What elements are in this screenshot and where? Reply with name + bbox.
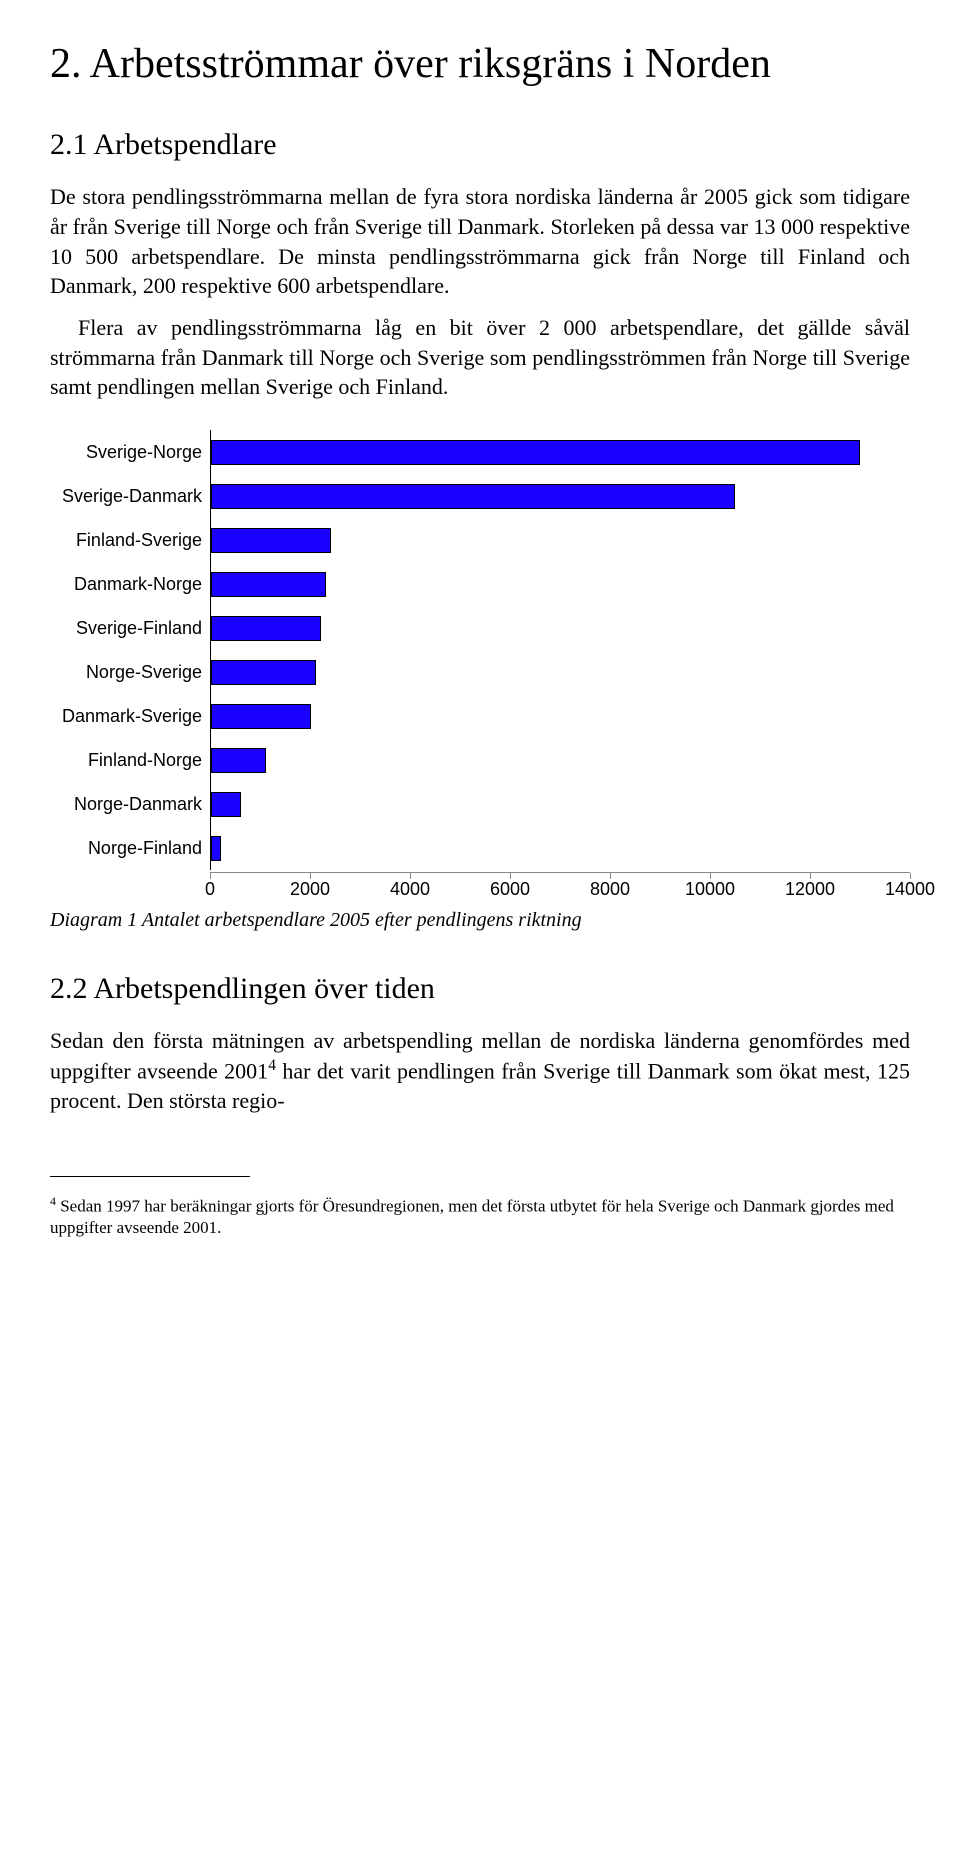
chart-category-label: Sverige-Norge	[50, 442, 210, 463]
chart-bar	[211, 748, 266, 773]
chart-tick-label: 12000	[785, 879, 835, 900]
page-heading: 2. Arbetsströmmar över riksgräns i Norde…	[50, 40, 910, 88]
chart-tick: 6000	[490, 873, 530, 900]
chart-track	[210, 430, 910, 474]
chart-category-label: Norge-Finland	[50, 838, 210, 859]
chart-row: Finland-Sverige	[50, 518, 910, 562]
chart-tick: 12000	[785, 873, 835, 900]
chart-track	[210, 562, 910, 606]
chart-row: Norge-Danmark	[50, 782, 910, 826]
chart-row: Danmark-Sverige	[50, 694, 910, 738]
chart-row: Norge-Finland	[50, 826, 910, 870]
chart-track	[210, 650, 910, 694]
chart-tick-label: 10000	[685, 879, 735, 900]
chart-track	[210, 606, 910, 650]
chart-bar	[211, 484, 735, 509]
chart-track	[210, 738, 910, 782]
chart-row: Sverige-Danmark	[50, 474, 910, 518]
chart-row: Finland-Norge	[50, 738, 910, 782]
footnote-text: Sedan 1997 har beräkningar gjorts för Ör…	[50, 1196, 894, 1237]
chart-bar	[211, 704, 311, 729]
chart-row: Danmark-Norge	[50, 562, 910, 606]
chart-tick-label: 8000	[590, 879, 630, 900]
chart-bar	[211, 836, 221, 861]
section-title-2: 2.2 Arbetspendlingen över tiden	[50, 972, 910, 1006]
chart-bar	[211, 440, 860, 465]
chart-track	[210, 694, 910, 738]
chart-track	[210, 474, 910, 518]
chart-tick: 0	[205, 873, 215, 900]
chart-tick-label: 6000	[490, 879, 530, 900]
chart-tick-label: 0	[205, 879, 215, 900]
footnote-separator	[50, 1176, 250, 1177]
chart-track	[210, 518, 910, 562]
chart-tick: 14000	[885, 873, 935, 900]
chart-bar	[211, 528, 331, 553]
chart-category-label: Danmark-Norge	[50, 574, 210, 595]
chart-row: Norge-Sverige	[50, 650, 910, 694]
chart-tick-label: 2000	[290, 879, 330, 900]
chart-caption: Diagram 1 Antalet arbetspendlare 2005 ef…	[50, 909, 910, 932]
footnote: 4 Sedan 1997 har beräkningar gjorts för …	[50, 1194, 910, 1240]
chart-tick: 10000	[685, 873, 735, 900]
chart-bar	[211, 792, 241, 817]
footnote-ref: 4	[268, 1057, 276, 1074]
chart-bar	[211, 660, 316, 685]
paragraph-1: De stora pendlingsströmmarna mellan de f…	[50, 182, 910, 301]
section-title-1: 2.1 Arbetspendlare	[50, 128, 910, 162]
chart-row: Sverige-Norge	[50, 430, 910, 474]
chart-tick: 4000	[390, 873, 430, 900]
chart-category-label: Finland-Norge	[50, 750, 210, 771]
chart-bar	[211, 572, 326, 597]
chart-category-label: Finland-Sverige	[50, 530, 210, 551]
paragraph-2: Flera av pendlingsströmmarna låg en bit …	[50, 313, 910, 402]
chart-tick: 2000	[290, 873, 330, 900]
chart-category-label: Sverige-Finland	[50, 618, 210, 639]
chart-category-label: Sverige-Danmark	[50, 486, 210, 507]
chart-tick-label: 4000	[390, 879, 430, 900]
chart-track	[210, 826, 910, 870]
chart-category-label: Norge-Danmark	[50, 794, 210, 815]
chart-tick-label: 14000	[885, 879, 935, 900]
chart-bar	[211, 616, 321, 641]
commuter-bar-chart: Sverige-Norge Sverige-Danmark Finland-Sver…	[50, 430, 910, 903]
chart-track	[210, 782, 910, 826]
chart-tick: 8000	[590, 873, 630, 900]
chart-category-label: Danmark-Sverige	[50, 706, 210, 727]
chart-x-axis: 02000400060008000100001200014000	[50, 872, 910, 903]
chart-row: Sverige-Finland	[50, 606, 910, 650]
paragraph-3: Sedan den första mätningen av arbetspend…	[50, 1026, 910, 1115]
chart-category-label: Norge-Sverige	[50, 662, 210, 683]
